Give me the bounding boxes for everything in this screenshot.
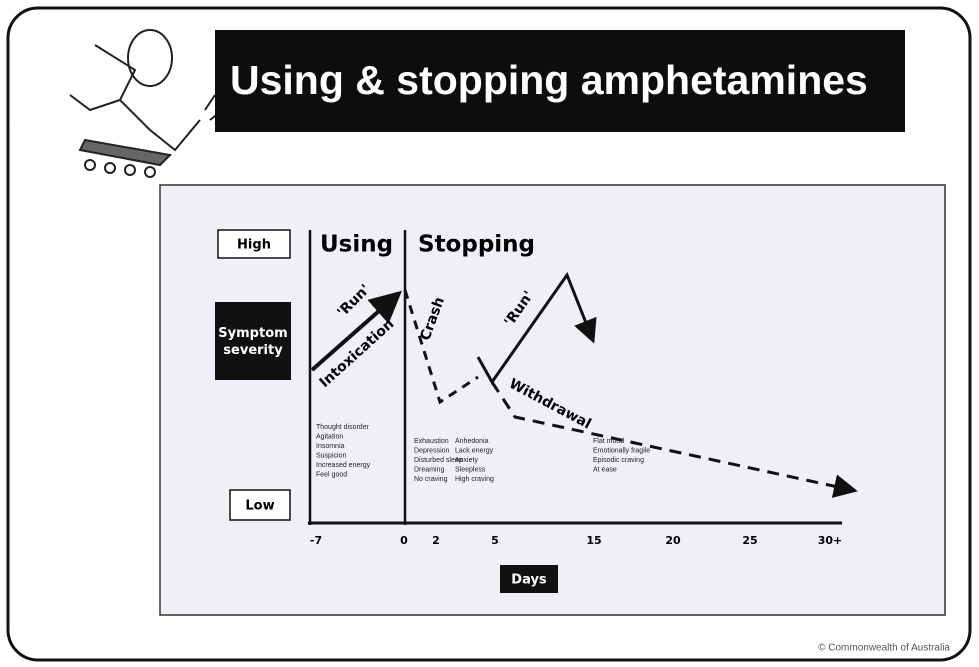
- x-tick-label: 20: [665, 534, 681, 547]
- phase-label: Using: [320, 232, 393, 258]
- x-tick-label: 5: [491, 534, 499, 547]
- symptom-item: Flat mood: [593, 438, 624, 445]
- slide: Using & stopping amphetamines High Sympt…: [0, 0, 979, 667]
- x-label: Days: [511, 573, 547, 588]
- symptom-item: Exhaustion: [414, 438, 449, 445]
- x-tick-label: 2: [432, 534, 440, 547]
- symptom-item: Emotionally fragile: [593, 447, 650, 454]
- symptom-item: Feel good: [316, 471, 347, 478]
- symptom-item: At ease: [593, 466, 617, 473]
- symptom-item: Insomnia: [316, 443, 345, 450]
- x-tick-label: 15: [586, 534, 601, 547]
- symptom-item: Depression: [414, 447, 450, 454]
- symptom-item: Suspicion: [316, 452, 346, 459]
- title: Using & stopping amphetamines: [230, 57, 868, 103]
- x-tick-label: 0: [400, 534, 408, 547]
- symptom-item: Anxiety: [455, 457, 478, 464]
- symptom-item: Thought disorder: [316, 424, 370, 431]
- symptom-item: Episodic craving: [593, 457, 644, 464]
- symptom-item: Sleepless: [455, 466, 486, 473]
- x-tick-label: 30+: [818, 534, 843, 547]
- high-label: High: [237, 238, 271, 253]
- severity-box: [215, 302, 291, 380]
- symptom-item: Increased energy: [316, 462, 371, 469]
- x-tick-label: -7: [310, 534, 322, 547]
- phase-label: Stopping: [418, 232, 535, 258]
- symptom-item: Anhedonia: [455, 438, 489, 445]
- symptom-item: Lack energy: [455, 447, 494, 454]
- symptom-item: No craving: [414, 476, 448, 483]
- footer: © Commonwealth of Australia: [818, 643, 950, 654]
- x-tick-label: 25: [742, 534, 757, 547]
- symptom-item: Dreaming: [414, 466, 444, 473]
- symptom-item: High craving: [455, 476, 494, 483]
- low-label: Low: [245, 499, 274, 514]
- symptom-item: Agitation: [316, 433, 343, 440]
